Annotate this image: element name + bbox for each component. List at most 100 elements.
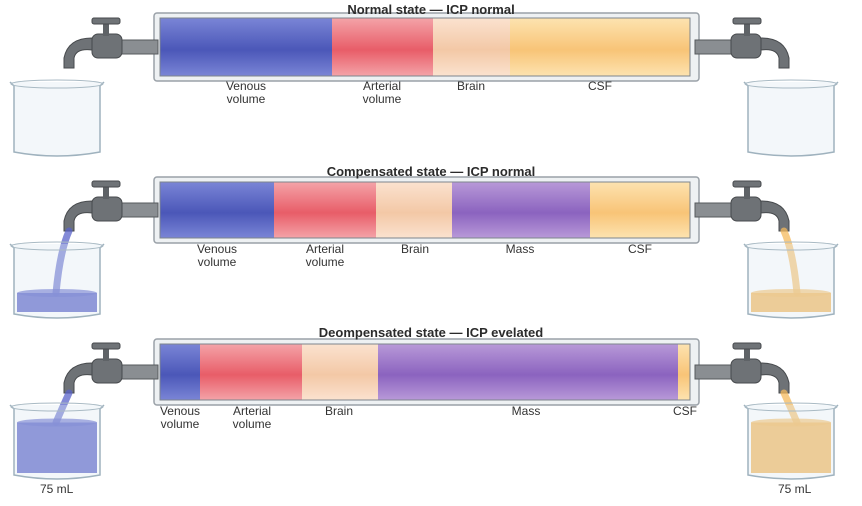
tube-segment-venous xyxy=(160,18,332,76)
tube-segment-brain xyxy=(302,344,378,400)
beaker-glass xyxy=(743,81,839,157)
beaker-rim xyxy=(10,79,104,89)
beaker-glass xyxy=(743,243,839,319)
faucet-handle xyxy=(91,342,121,350)
beaker-rim xyxy=(744,241,838,251)
label-brain: Brain xyxy=(456,79,485,93)
label-venous-volume: Venous volume xyxy=(225,79,267,106)
faucet-body xyxy=(91,358,123,384)
label-arterial-volume: Arterial volume xyxy=(305,242,345,269)
left-stream xyxy=(52,227,73,297)
tube-segment-venous xyxy=(160,182,274,238)
tube-segment-arterial xyxy=(200,344,302,400)
right-volume-label: 75 mL xyxy=(778,482,812,496)
beaker-glass xyxy=(743,404,839,480)
faucet-body xyxy=(91,196,123,222)
pipe xyxy=(694,202,736,218)
faucet-body xyxy=(730,196,762,222)
pipe xyxy=(694,364,736,380)
faucet-handle xyxy=(732,180,762,188)
faucet-spout xyxy=(760,37,790,69)
left-faucet xyxy=(63,17,159,69)
liquid-surface xyxy=(17,289,97,297)
faucet-handle xyxy=(91,17,121,25)
pipe xyxy=(694,39,736,55)
panel-title-decompensated: Deompensated state — ICP evelated xyxy=(318,325,544,340)
panel-title-compensated: Compensated state — ICP normal xyxy=(326,164,536,179)
tube-segment-mass xyxy=(378,344,678,400)
tube-border xyxy=(159,181,691,239)
right-faucet xyxy=(694,342,790,394)
label-arterial-volume: Arterial volume xyxy=(362,79,402,106)
label-brain: Brain xyxy=(400,242,429,256)
faucet-body xyxy=(730,358,762,384)
right-stream xyxy=(780,227,801,297)
left-volume-label: 75 mL xyxy=(40,482,74,496)
label-mass: Mass xyxy=(511,404,541,418)
left-faucet xyxy=(63,342,159,394)
pipe xyxy=(117,364,159,380)
faucet-spout xyxy=(63,37,93,69)
faucet-handle xyxy=(732,342,762,350)
pipe xyxy=(117,39,159,55)
left-beaker xyxy=(9,241,105,319)
faucet-body xyxy=(730,33,762,59)
label-venous-volume: Venous volume xyxy=(159,404,201,431)
faucet-spout xyxy=(760,200,790,232)
panel-title-normal: Normal state — ICP normal xyxy=(347,2,515,17)
tube-segment-arterial xyxy=(274,182,376,238)
tube-border xyxy=(159,343,691,401)
faucet-handle-stem xyxy=(103,347,109,361)
beaker-liquid xyxy=(17,422,97,473)
left-faucet xyxy=(63,180,159,232)
faucet-spout xyxy=(63,200,93,232)
tube-segment-csf xyxy=(510,18,690,76)
beaker-liquid xyxy=(751,293,831,312)
tube-segment-venous xyxy=(160,344,200,400)
label-venous-volume: Venous volume xyxy=(196,242,238,269)
beaker-liquid xyxy=(751,422,831,473)
right-faucet xyxy=(694,17,790,69)
faucet-handle-stem xyxy=(103,185,109,199)
liquid-surface xyxy=(751,418,831,427)
label-arterial-volume: Arterial volume xyxy=(232,404,272,431)
tube-border xyxy=(159,17,691,77)
beaker-rim xyxy=(744,79,838,89)
label-brain: Brain xyxy=(324,404,353,418)
faucet-handle xyxy=(732,17,762,25)
label-csf: CSF xyxy=(588,79,612,93)
liquid-surface xyxy=(17,418,97,427)
right-beaker xyxy=(743,241,839,319)
left-beaker xyxy=(9,402,105,480)
right-faucet xyxy=(694,180,790,232)
beaker-glass xyxy=(9,81,105,157)
faucet-spout xyxy=(760,362,790,394)
left-beaker xyxy=(9,79,105,157)
pipe xyxy=(117,202,159,218)
beaker-glass xyxy=(9,404,105,480)
faucet-handle-stem xyxy=(744,347,750,361)
faucet-handle-stem xyxy=(103,22,109,36)
right-beaker xyxy=(743,402,839,480)
liquid-surface xyxy=(751,289,831,297)
faucet-handle-stem xyxy=(744,185,750,199)
faucet-handle-stem xyxy=(744,22,750,36)
beaker-liquid xyxy=(17,293,97,312)
label-csf: CSF xyxy=(628,242,652,256)
beaker-rim xyxy=(10,402,104,412)
tube-segment-arterial xyxy=(332,18,433,76)
tube-segment-csf xyxy=(678,344,690,400)
label-mass: Mass xyxy=(505,242,535,256)
faucet-spout xyxy=(63,362,93,394)
beaker-rim xyxy=(10,241,104,251)
faucet-handle xyxy=(91,180,121,188)
tube-segment-mass xyxy=(452,182,590,238)
tube-segment-brain xyxy=(433,18,510,76)
tube-segment-csf xyxy=(590,182,690,238)
label-csf: CSF xyxy=(673,404,697,418)
faucet-body xyxy=(91,33,123,59)
beaker-rim xyxy=(744,402,838,412)
right-beaker xyxy=(743,79,839,157)
